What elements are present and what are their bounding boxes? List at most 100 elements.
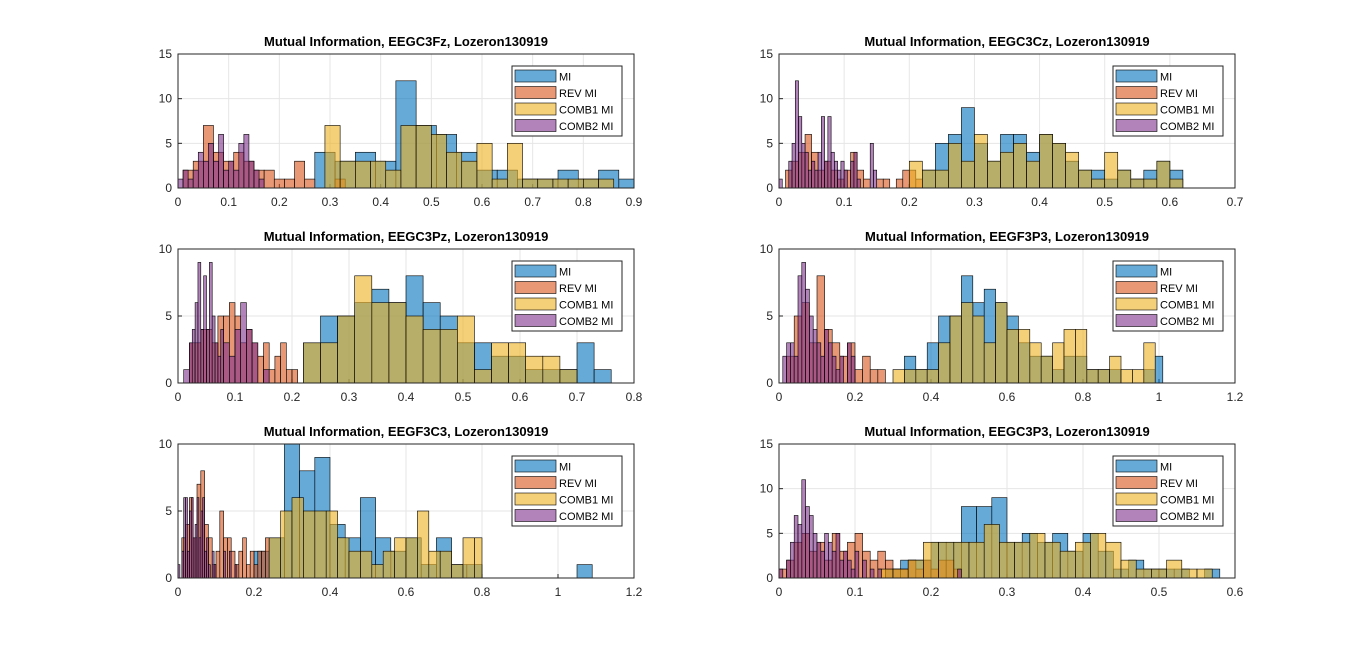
legend-swatch (514, 102, 557, 116)
histogram-bar (788, 160, 793, 189)
histogram-bar (778, 568, 784, 579)
x-tick-label: 1 (1156, 390, 1163, 404)
legend-label: COMB1 MI (1160, 300, 1214, 312)
histogram-bar (324, 125, 341, 189)
legend-swatch (1115, 281, 1158, 294)
x-tick-label: 0.2 (847, 390, 864, 404)
histogram-bar (862, 355, 871, 384)
histogram-bar (1075, 541, 1091, 579)
legend-swatch (514, 119, 557, 132)
x-tick-label: 0.6 (398, 585, 415, 599)
y-tick-label: 0 (165, 376, 172, 390)
histogram-bar (1044, 541, 1061, 579)
histogram-bar (257, 550, 262, 579)
histogram-bar (542, 355, 561, 384)
histogram-bar (229, 550, 232, 579)
x-tick-label: 0.4 (398, 390, 415, 404)
x-tick-label: 0.8 (575, 195, 592, 209)
legend: MI REV MI COMB1 MI COMB2 MI (1112, 65, 1224, 137)
histogram-bar (869, 568, 875, 579)
histogram-bar (223, 550, 226, 579)
histogram-bar (797, 524, 803, 579)
histogram-bar (208, 564, 211, 579)
histogram-bar (801, 262, 806, 384)
legend: MI REV MI COMB1 MI COMB2 MI (1112, 455, 1224, 527)
histogram-bar (869, 143, 874, 189)
legend-label: COMB1 MI (1160, 105, 1214, 117)
x-tick-label: 0.3 (341, 390, 358, 404)
histogram-bar (189, 342, 193, 384)
x-tick-label: 0.1 (836, 195, 853, 209)
histogram-bar (258, 178, 265, 189)
histogram-bar (850, 568, 856, 579)
y-tick-label: 10 (159, 242, 173, 256)
legend-swatch (514, 509, 557, 522)
histogram-bar (304, 178, 316, 189)
histogram-bar (882, 178, 891, 189)
histogram-bar (220, 329, 224, 384)
histogram-bar (238, 550, 243, 579)
axes-box (778, 248, 1236, 384)
chart-title: Mutual Information, EEGF3P3, Lozeron1309… (865, 229, 1149, 244)
histogram-bar (285, 369, 293, 384)
axes-box (177, 443, 635, 579)
x-tick-label: 0.2 (923, 585, 940, 599)
subplot-6: 0 0.1 0.2 0.3 0.4 0.5 0.6 0 5 10 15 Mutual Informat… (760, 424, 1244, 599)
histogram-bar (1026, 160, 1040, 189)
histogram-bar (961, 160, 975, 189)
histogram-bar (303, 342, 321, 384)
histogram-bar (835, 369, 841, 384)
histogram-bar (812, 533, 818, 579)
chart-title: Mutual Information, EEGC3P3, Lozeron1309… (864, 424, 1149, 439)
subplot-2: 0 0.1 0.2 0.3 0.4 0.5 0.6 0.7 0 5 10 15 Mutual Infor… (760, 34, 1244, 209)
x-tick-label: 0 (175, 585, 182, 599)
histogram-bar (1065, 151, 1079, 189)
x-tick-label: 0.8 (474, 585, 491, 599)
histogram-bar (995, 302, 1008, 384)
legend-swatch (1115, 102, 1158, 116)
histogram-bar (263, 169, 275, 189)
histogram-bar (1013, 143, 1027, 189)
legend-label: MI (1160, 267, 1172, 279)
histogram-bar (213, 564, 217, 579)
histogram-bar (854, 550, 860, 579)
x-tick-label: 0.2 (901, 195, 918, 209)
histogram-bar (268, 537, 281, 579)
legend-label: MI (559, 72, 571, 84)
x-tick-label: 0.6 (512, 390, 529, 404)
legend-swatch (1115, 264, 1158, 278)
legend-swatch (1115, 509, 1158, 522)
histogram-bar (847, 342, 852, 384)
series-comb1-mi (303, 275, 578, 384)
chart-title: Mutual Information, EEGF3C3, Lozeron1309… (264, 424, 549, 439)
legend-label: COMB2 MI (559, 121, 613, 133)
histogram-bar (961, 302, 974, 384)
legend-label: COMB2 MI (1160, 511, 1214, 523)
x-tick-label: 0.4 (923, 390, 940, 404)
histogram-bar (915, 369, 928, 384)
legend-label: REV MI (1160, 88, 1198, 100)
histogram-bar (191, 329, 196, 384)
histogram-bar (229, 355, 236, 384)
histogram-bar (892, 369, 905, 384)
histogram-bar (1120, 369, 1133, 384)
histogram-bar (405, 315, 424, 384)
legend-label: COMB2 MI (1160, 316, 1214, 328)
histogram-bar (1181, 568, 1198, 579)
histogram-bar (598, 178, 615, 189)
axes-box (177, 248, 635, 384)
series-comb2-mi (778, 80, 878, 189)
histogram-bar (280, 510, 293, 579)
histogram-bar (1169, 178, 1184, 189)
histogram-bar (183, 369, 190, 384)
histogram-bar (400, 125, 417, 189)
x-tick-label: 0.8 (1075, 390, 1092, 404)
histogram-bar (417, 510, 430, 579)
y-tick-label: 15 (760, 437, 774, 451)
x-tick-label: 0 (776, 390, 783, 404)
histogram-bar (843, 550, 848, 579)
histogram-bar (1090, 533, 1107, 579)
histogram-bar (968, 541, 985, 579)
histogram-bar (808, 169, 812, 189)
